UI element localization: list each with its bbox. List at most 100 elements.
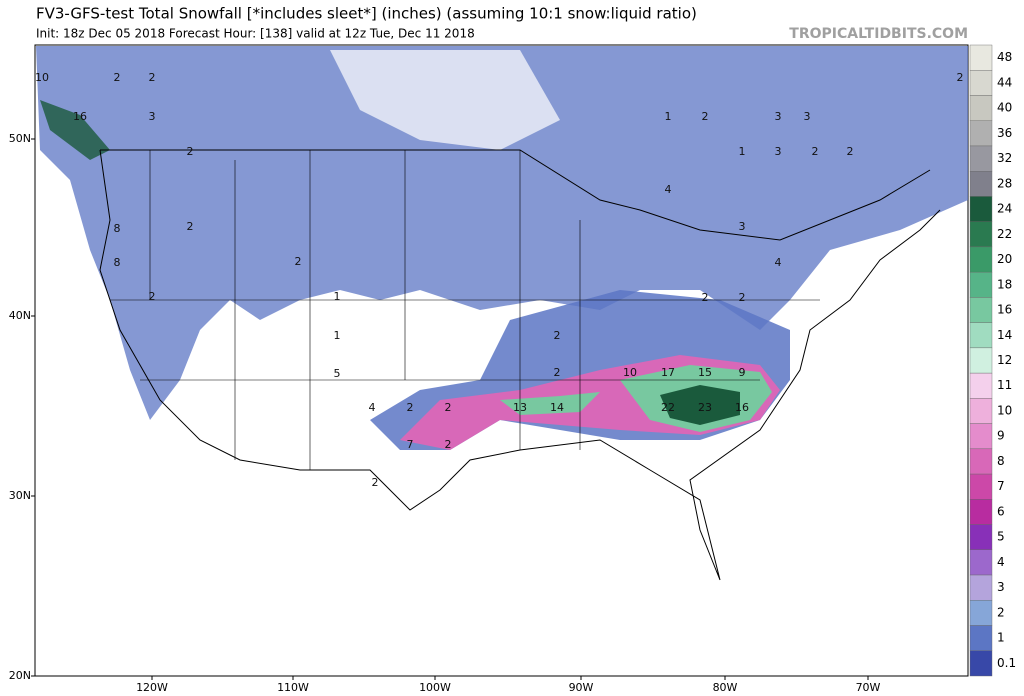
colorbar-label: 20 xyxy=(997,252,1012,266)
colorbar-swatch xyxy=(969,70,993,96)
colorbar-label: 9 xyxy=(997,429,1005,443)
map-value-label: 2 xyxy=(295,255,302,268)
colorbar-swatch xyxy=(969,524,993,550)
colorbar-label: 18 xyxy=(997,277,1012,291)
colorbar-label: 14 xyxy=(997,328,1012,342)
map-value-label: 2 xyxy=(187,220,194,233)
lat-label: 50N xyxy=(9,132,31,145)
map-value-label: 2 xyxy=(957,71,964,84)
map-value-label: 2 xyxy=(847,145,854,158)
title: FV3-GFS-test Total Snowfall [*includes s… xyxy=(36,5,697,23)
colorbar-label: 44 xyxy=(997,75,1012,89)
lat-label: 40N xyxy=(9,309,31,322)
snow-light xyxy=(36,46,968,420)
colorbar-swatch xyxy=(969,423,993,450)
map-value-label: 3 xyxy=(775,110,782,123)
colorbar-swatch xyxy=(969,170,993,197)
map-value-label: 22 xyxy=(661,401,675,414)
snow-very-heavy xyxy=(500,392,600,415)
border xyxy=(100,149,931,241)
colorbar-swatch xyxy=(969,95,993,121)
colorbar-label: 10 xyxy=(997,403,1012,417)
colorbar-swatch xyxy=(969,398,993,424)
lon-label: 70W xyxy=(856,681,881,694)
coastline xyxy=(99,149,941,581)
map-value-label: 17 xyxy=(661,366,675,379)
colorbar-label: 28 xyxy=(997,176,1012,190)
colorbar-label: 6 xyxy=(997,504,1005,518)
colorbar-swatch xyxy=(969,347,993,374)
colorbar-label: 36 xyxy=(997,126,1012,140)
map-value-label: 10 xyxy=(623,366,637,379)
map-value-label: 9 xyxy=(739,366,746,379)
state-lines xyxy=(149,150,581,470)
lon-label: 120W xyxy=(136,681,168,694)
colorbar-label: 3 xyxy=(997,580,1005,594)
map-value-label: 2 xyxy=(702,110,709,123)
state-lines xyxy=(110,299,820,381)
source: TROPICALTIDBITS.COM xyxy=(789,26,968,42)
map-value-label: 1 xyxy=(334,290,341,303)
map-value-label: 1 xyxy=(739,145,746,158)
colorbar-label: 2 xyxy=(997,605,1005,619)
lon-label: 80W xyxy=(713,681,738,694)
subtitle: Init: 18z Dec 05 2018 Forecast Hour: [13… xyxy=(36,27,475,41)
map-value-label: 5 xyxy=(334,367,341,380)
colorbar-label: 11 xyxy=(997,378,1012,392)
lon-label: 110W xyxy=(277,681,309,694)
lat-label: 30N xyxy=(9,489,31,502)
colorbar-swatch xyxy=(969,120,993,147)
map-value-label: 8 xyxy=(114,256,121,269)
map-value-label: 2 xyxy=(445,438,452,451)
map-value-label: 4 xyxy=(369,401,376,414)
map-value-label: 2 xyxy=(739,291,746,304)
colorbar-label: 12 xyxy=(997,353,1012,367)
colorbar-label: 48 xyxy=(997,50,1012,64)
snow-max xyxy=(660,385,740,425)
lon-label: 90W xyxy=(569,681,594,694)
colorbar-label: 32 xyxy=(997,151,1012,165)
map-value-label: 2 xyxy=(114,71,121,84)
colorbar-swatch xyxy=(969,499,993,525)
map-value-label: 4 xyxy=(665,183,672,196)
map-value-label: 1 xyxy=(665,110,672,123)
map-value-label: 2 xyxy=(812,145,819,158)
colorbar-swatch xyxy=(969,246,993,273)
snow-gap xyxy=(330,50,560,150)
map-value-label: 3 xyxy=(739,220,746,233)
colorbar-label: 24 xyxy=(997,202,1012,216)
colorbar-swatch xyxy=(969,650,993,677)
boundaries xyxy=(99,149,941,581)
map-value-label: 2 xyxy=(554,366,561,379)
colorbar-swatch xyxy=(969,625,993,651)
colorbar-swatch xyxy=(969,44,993,71)
map-value-label: 16 xyxy=(735,401,749,414)
colorbar-label: 0.1 xyxy=(997,656,1016,670)
map-value-label: 2 xyxy=(149,71,156,84)
map-value-label: 2 xyxy=(372,476,379,489)
colorbar-swatch xyxy=(969,297,993,323)
map-value-label: 14 xyxy=(550,401,564,414)
map-value-label: 2 xyxy=(554,329,561,342)
colorbar-swatch xyxy=(969,600,993,626)
map-value-label: 3 xyxy=(804,110,811,123)
map-value-label: 2 xyxy=(149,290,156,303)
map-value-label: 8 xyxy=(114,222,121,235)
map-value-label: 16 xyxy=(73,110,87,123)
lon-label: 100W xyxy=(419,681,451,694)
colorbar-swatch xyxy=(969,271,993,298)
colorbar-label: 5 xyxy=(997,530,1005,544)
colorbar-swatch xyxy=(969,448,993,475)
colorbar-label: 8 xyxy=(997,454,1005,468)
map-value-label: 1 xyxy=(334,329,341,342)
map-value-label: 15 xyxy=(698,366,712,379)
map-value-label: 23 xyxy=(698,401,712,414)
map-value-label: 2 xyxy=(445,401,452,414)
colorbar-swatch xyxy=(969,221,993,248)
colorbar-swatch xyxy=(969,473,993,500)
colorbar-label: 7 xyxy=(997,479,1005,493)
map-value-label: 2 xyxy=(702,291,709,304)
colorbar-label: 16 xyxy=(997,303,1012,317)
